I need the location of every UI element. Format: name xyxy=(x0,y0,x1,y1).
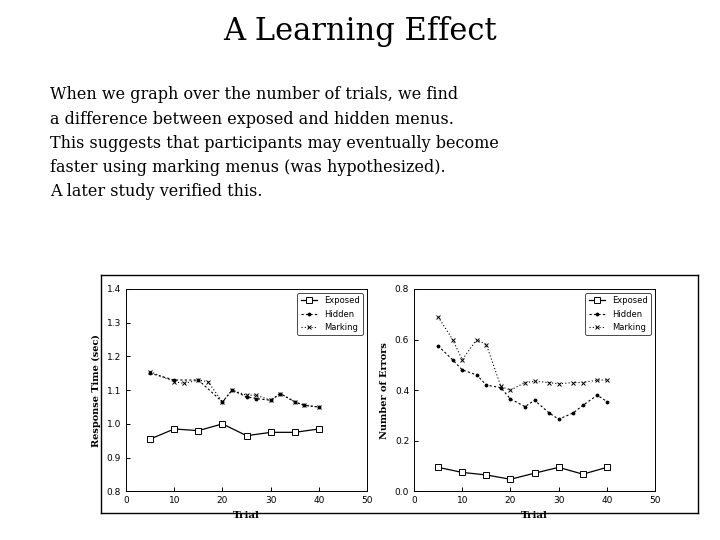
Marking xyxy=(179,380,188,387)
Hidden xyxy=(194,377,203,383)
Marking xyxy=(569,379,577,386)
Marking xyxy=(290,399,300,405)
Hidden xyxy=(472,372,481,378)
Marking xyxy=(266,397,275,403)
Marking xyxy=(315,404,323,410)
Legend: Exposed, Hidden, Marking: Exposed, Hidden, Marking xyxy=(585,293,651,335)
Line: Exposed: Exposed xyxy=(148,421,322,442)
Marking xyxy=(458,356,467,363)
Marking xyxy=(472,336,481,343)
Hidden xyxy=(218,399,227,405)
Hidden xyxy=(603,399,611,405)
Marking xyxy=(228,387,236,393)
Hidden xyxy=(290,399,300,405)
Marking xyxy=(521,379,529,386)
Hidden xyxy=(482,382,491,388)
Marking xyxy=(449,336,457,343)
Marking xyxy=(194,377,203,383)
Exposed xyxy=(194,428,203,434)
Exposed xyxy=(242,433,251,439)
Marking xyxy=(170,379,179,385)
Hidden xyxy=(569,410,577,416)
Marking xyxy=(497,383,505,389)
Marking xyxy=(593,377,602,383)
Marking xyxy=(204,379,212,385)
Hidden xyxy=(497,384,505,391)
Line: Hidden: Hidden xyxy=(436,343,609,422)
Marking xyxy=(145,368,154,375)
Hidden xyxy=(242,394,251,400)
Marking xyxy=(578,379,587,386)
Hidden xyxy=(276,390,284,397)
Exposed xyxy=(433,464,442,470)
Hidden xyxy=(300,402,309,409)
Exposed xyxy=(290,429,300,436)
Hidden xyxy=(228,387,236,393)
Marking xyxy=(554,381,563,387)
Marking xyxy=(300,402,309,409)
Exposed xyxy=(578,471,587,477)
Hidden xyxy=(521,403,529,410)
Text: When we graph over the number of trials, we find
a difference between exposed an: When we graph over the number of trials,… xyxy=(50,86,499,200)
Hidden xyxy=(545,410,554,416)
Marking xyxy=(545,379,554,386)
Y-axis label: Response Time (sec): Response Time (sec) xyxy=(92,334,102,447)
Exposed xyxy=(458,469,467,476)
X-axis label: Trial: Trial xyxy=(233,511,260,520)
Hidden xyxy=(266,397,275,403)
Marking xyxy=(603,377,611,383)
Marking xyxy=(506,387,515,393)
Hidden xyxy=(593,392,602,399)
Line: Hidden: Hidden xyxy=(148,371,321,409)
Line: Marking: Marking xyxy=(436,314,609,393)
Exposed xyxy=(530,470,539,476)
Legend: Exposed, Hidden, Marking: Exposed, Hidden, Marking xyxy=(297,293,363,335)
Line: Exposed: Exposed xyxy=(436,464,610,482)
Line: Marking: Marking xyxy=(148,369,321,409)
Hidden xyxy=(554,416,563,422)
Marking xyxy=(218,399,227,405)
Hidden xyxy=(145,370,154,376)
Exposed xyxy=(145,436,154,442)
Marking xyxy=(482,341,491,348)
Exposed xyxy=(315,426,323,432)
Exposed xyxy=(218,421,227,427)
Text: A Learning Effect: A Learning Effect xyxy=(223,16,497,47)
X-axis label: Trial: Trial xyxy=(521,511,548,520)
Exposed xyxy=(554,464,563,470)
Marking xyxy=(530,378,539,384)
Exposed xyxy=(482,472,491,478)
Marking xyxy=(252,392,261,399)
Exposed xyxy=(266,429,275,436)
Hidden xyxy=(458,367,467,373)
Hidden xyxy=(433,342,442,349)
Hidden xyxy=(315,404,323,410)
Exposed xyxy=(603,464,611,470)
Hidden xyxy=(578,402,587,409)
Marking xyxy=(276,390,284,397)
Hidden xyxy=(170,377,179,383)
Y-axis label: Number of Errors: Number of Errors xyxy=(380,342,390,438)
Hidden xyxy=(252,395,261,402)
Exposed xyxy=(170,426,179,432)
Exposed xyxy=(506,476,515,483)
Marking xyxy=(242,392,251,399)
Hidden xyxy=(530,397,539,403)
Marking xyxy=(433,314,442,320)
Hidden xyxy=(449,356,457,363)
Hidden xyxy=(506,396,515,402)
